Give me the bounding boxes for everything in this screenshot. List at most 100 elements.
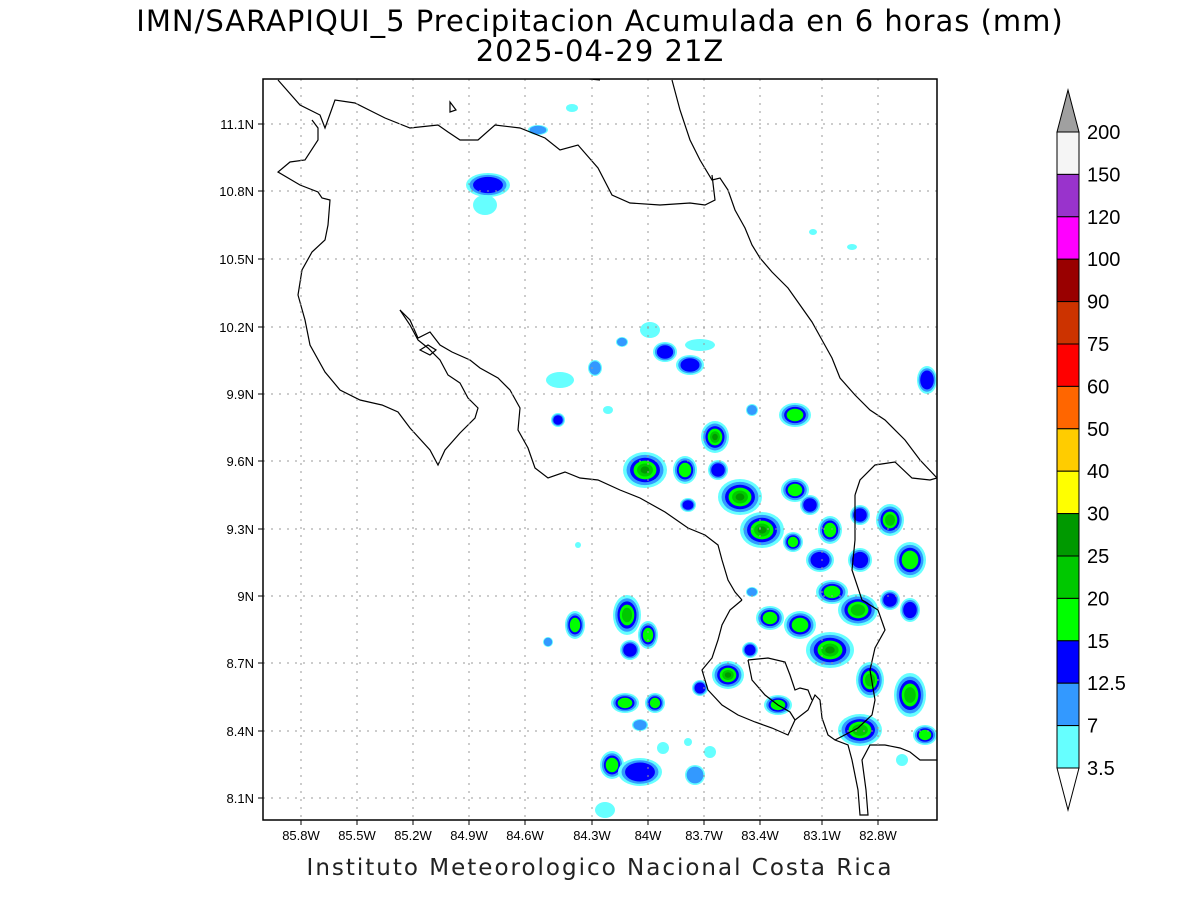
precip-cell [746,404,758,416]
precip-cell [694,682,706,694]
precip-cell [621,607,633,623]
legend-label: 30 [1087,504,1109,526]
precip-cell [553,415,563,425]
lat-tick-label: 8.4N [227,724,254,739]
legend-swatch [1056,513,1080,557]
precip-cell [656,345,674,359]
precip-cell [884,514,896,526]
lon-tick-label: 84.3W [573,828,611,843]
precip-cell [762,611,778,625]
lat-tick-label: 10.2N [219,320,254,335]
lon-tick-label: 84.6W [506,828,544,843]
legend-swatch [1056,131,1080,175]
legend-swatch [1056,725,1080,769]
legend-label: 7 [1087,716,1098,738]
precip-cell [810,551,830,569]
lon-tick-label: 83.1W [803,828,841,843]
precip-cell [735,493,745,501]
lon-tick-label: 85.5W [338,828,376,843]
precip-cell [744,644,756,656]
precip-cell [823,585,841,599]
legend-swatch [1056,555,1080,599]
precip-cell [584,71,600,79]
lon-tick-label: 84W [635,828,662,843]
legend-label: 150 [1087,164,1120,186]
precip-cell [712,433,718,441]
precip-cell [853,508,867,522]
precip-cell [746,587,758,597]
precip-cell [640,466,650,474]
lon-tick-label: 83.7W [685,828,723,843]
lat-tick-label: 9.9N [227,387,254,402]
precip-cell [787,536,799,548]
precip-cell [546,372,574,388]
legend-label: 100 [1087,249,1120,271]
precip-cell [617,697,633,709]
map-title: IMN/SARAPIQUI_5 Precipitacion Acumulada … [136,4,1064,38]
precip-cell [642,627,654,643]
precip-cell [603,406,613,414]
lat-tick-label: 10.8N [219,184,254,199]
precip-cell [904,687,916,703]
precip-cell [543,637,553,647]
precip-cell [711,463,725,477]
grid-lines [263,79,937,820]
legend-under-arrow [1056,767,1080,812]
legend-swatch [1056,301,1080,345]
precip-cell [473,195,497,215]
precip-cell [649,697,661,709]
precip-cell [529,125,547,135]
legend-swatch [1056,216,1080,260]
legend-swatch [1056,682,1080,727]
lon-tick-label: 85.2W [394,828,432,843]
precip-cell [623,643,637,657]
legend-swatch [1056,385,1080,430]
precip-cell [686,766,704,784]
legend-label: 75 [1087,334,1109,356]
lat-tick-label: 8.7N [227,656,254,671]
precip-cell [823,522,837,538]
precip-cell [633,719,647,731]
legend-swatch [1056,597,1080,642]
precip-cell [724,672,732,678]
precip-cell [787,483,803,497]
legend-label: 60 [1087,376,1109,398]
lat-tick-label: 9N [237,589,254,604]
precip-cell [569,617,581,633]
precip-cell [682,500,694,510]
map-datetime: 2025-04-29 21Z [475,34,725,68]
precip-cell [920,370,934,390]
precip-cell [473,176,503,194]
precip-cell [595,802,615,818]
precip-cell [852,724,868,736]
precip-cell [684,738,692,746]
precip-cell [851,551,869,569]
legend-swatch [1056,428,1080,472]
color-legend: 200 150 120 100 90 75 60 50 40 30 25 20 15 12.5 7 3.5 [1056,88,1126,812]
precip-cell [657,742,669,754]
lat-tick-label: 9.6N [227,454,254,469]
legend-label: 15 [1087,631,1109,653]
legend-over-arrow [1056,88,1080,133]
legend-swatch [1056,640,1080,684]
precip-cell [680,358,700,372]
legend-label: 40 [1087,461,1109,483]
precip-cell [825,646,835,654]
precip-cell [589,361,601,375]
legend-label: 50 [1087,419,1109,441]
precip-cell [847,244,857,250]
coastline [276,79,937,816]
legend-label: 200 [1087,122,1120,144]
precip-cell [918,729,932,741]
map-frame [262,78,938,821]
lat-tick-label: 10.5N [219,252,254,267]
lon-tick-label: 82.8W [859,828,897,843]
longitude-axis: 85.8W 85.5W 85.2W 84.9W 84.6W 84.3W 84W 83.7W 83… [282,820,898,843]
precip-cell [903,601,917,619]
legend-label: 20 [1087,588,1109,610]
lat-tick-label: 8.1N [227,791,254,806]
precip-cell [850,604,866,616]
precip-cell [803,498,817,512]
precip-cell [640,322,660,338]
